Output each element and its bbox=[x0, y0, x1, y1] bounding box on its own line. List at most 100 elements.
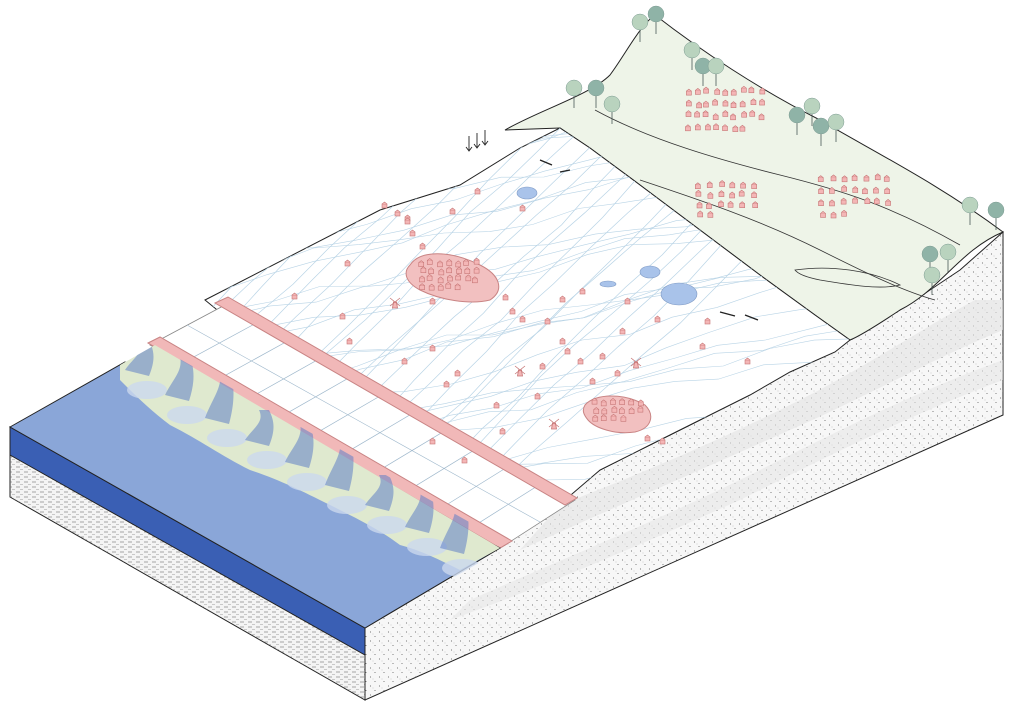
building-icon bbox=[712, 113, 719, 120]
salt-marsh-group bbox=[120, 345, 500, 577]
building-icon bbox=[751, 182, 757, 189]
building-icon bbox=[722, 99, 729, 107]
building-icon bbox=[852, 186, 859, 193]
building-icon bbox=[884, 187, 890, 194]
building-icon bbox=[619, 327, 626, 335]
building-icon bbox=[624, 297, 631, 305]
building-icon bbox=[455, 260, 462, 268]
building-icon bbox=[438, 268, 445, 276]
building-icon bbox=[696, 201, 703, 209]
lake bbox=[599, 280, 617, 288]
tree-icon bbox=[827, 113, 845, 142]
windmill-icon bbox=[389, 297, 401, 309]
tree-icon bbox=[683, 41, 701, 70]
building-icon bbox=[437, 276, 444, 284]
building-icon bbox=[703, 86, 709, 94]
building-icon bbox=[473, 257, 480, 265]
building-icon bbox=[873, 186, 879, 194]
mud-flat bbox=[327, 496, 367, 514]
building-icon bbox=[381, 201, 388, 209]
building-icon bbox=[559, 337, 566, 345]
building-icon bbox=[686, 99, 692, 107]
tidal-creek bbox=[165, 353, 194, 401]
building-icon bbox=[447, 274, 453, 282]
tree-icon bbox=[587, 79, 605, 108]
seepage-mark-upper bbox=[539, 159, 571, 173]
building-icon bbox=[463, 258, 469, 266]
building-icon bbox=[579, 287, 586, 295]
building-icon bbox=[599, 352, 606, 360]
building-icon bbox=[600, 414, 607, 421]
building-icon bbox=[829, 187, 835, 194]
building-icon bbox=[686, 88, 692, 96]
building-icon bbox=[426, 273, 433, 281]
building-icon bbox=[559, 295, 566, 303]
building-icon bbox=[519, 315, 526, 323]
tidal-creek bbox=[285, 420, 314, 468]
ditch-line bbox=[205, 128, 591, 545]
building-icon bbox=[738, 189, 745, 197]
tree-icon bbox=[923, 266, 941, 295]
side-dune-shading bbox=[520, 300, 1003, 550]
building-icon bbox=[610, 413, 617, 421]
building-icon bbox=[426, 258, 433, 265]
building-icon bbox=[628, 398, 635, 406]
building-icon bbox=[499, 427, 506, 435]
upland-contour-2 bbox=[639, 179, 936, 301]
building-icon bbox=[409, 229, 416, 237]
building-icon bbox=[659, 437, 666, 445]
tree-icon bbox=[961, 196, 979, 225]
settlement-south bbox=[582, 395, 652, 434]
building-icon bbox=[456, 267, 462, 274]
building-icon bbox=[437, 283, 444, 291]
building-icon bbox=[429, 344, 436, 352]
building-icon bbox=[729, 191, 735, 199]
parcel-lines bbox=[182, 322, 544, 528]
building-icon bbox=[464, 267, 471, 274]
building-icon bbox=[748, 86, 755, 94]
tree-icon bbox=[812, 117, 830, 146]
building-icon bbox=[885, 199, 891, 206]
tree-icon bbox=[647, 5, 665, 34]
building-icon bbox=[739, 201, 745, 208]
building-icon bbox=[446, 259, 453, 266]
building-icon bbox=[429, 297, 436, 305]
windmill-icon bbox=[548, 418, 560, 430]
building-icon bbox=[346, 337, 353, 345]
building-icon bbox=[638, 399, 644, 407]
upland-contour-1 bbox=[594, 109, 961, 246]
building-icon bbox=[443, 380, 450, 388]
tree-icon bbox=[603, 95, 621, 124]
building-icon bbox=[418, 260, 425, 267]
mud-flat bbox=[407, 538, 447, 556]
building-icon bbox=[729, 181, 736, 189]
building-icon bbox=[732, 125, 739, 132]
building-icon bbox=[454, 283, 461, 291]
building-icon bbox=[739, 124, 746, 132]
seepage-mark-lower bbox=[719, 311, 759, 321]
building-icon bbox=[752, 201, 758, 208]
building-icon bbox=[420, 266, 427, 274]
building-icon bbox=[437, 260, 443, 268]
lakes bbox=[516, 186, 698, 306]
inner-dike bbox=[213, 296, 578, 506]
building-icon bbox=[712, 98, 718, 106]
building-icon bbox=[637, 405, 644, 413]
lake bbox=[516, 186, 538, 200]
parcel-line bbox=[472, 481, 544, 528]
tree-icon bbox=[987, 201, 1005, 230]
building-icon bbox=[695, 123, 701, 131]
building-icon bbox=[394, 209, 401, 217]
building-icon bbox=[758, 113, 765, 121]
building-icon bbox=[454, 369, 461, 377]
building-icon bbox=[291, 292, 298, 300]
building-icon bbox=[883, 175, 890, 182]
building-icon bbox=[696, 101, 702, 109]
tidal-creek bbox=[245, 410, 274, 446]
building-icon bbox=[707, 191, 714, 199]
building-icon bbox=[719, 180, 725, 187]
tree-icon bbox=[803, 97, 821, 126]
mud-flat bbox=[127, 381, 167, 399]
